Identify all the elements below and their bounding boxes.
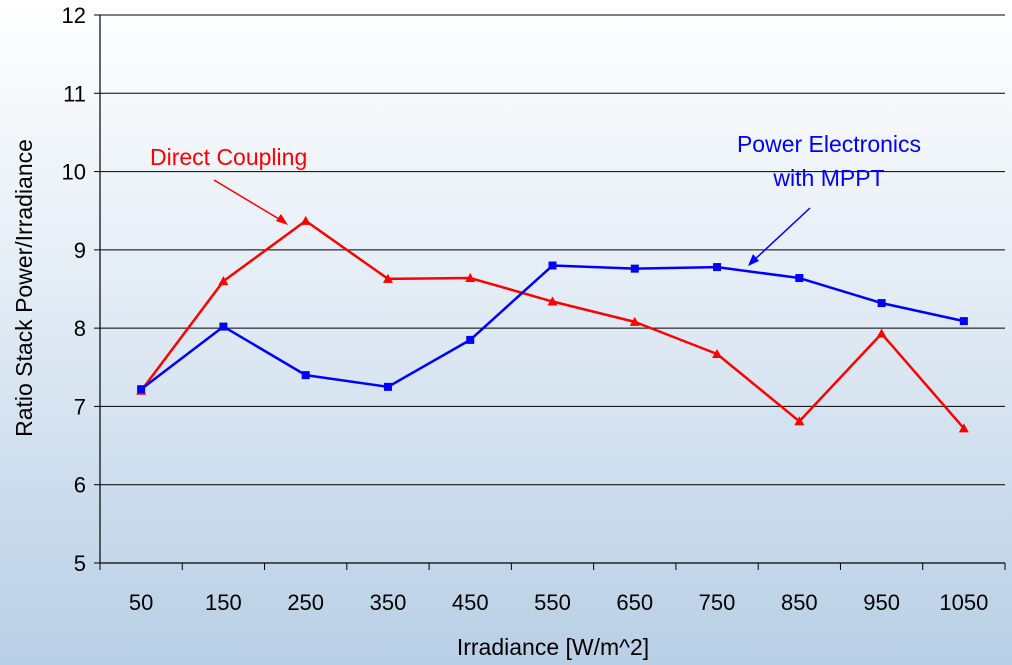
x-tick-label: 450 xyxy=(452,590,489,615)
data-point-power-electronics-with-mppt xyxy=(137,385,146,394)
x-tick-label: 750 xyxy=(699,590,736,615)
data-point-power-electronics-with-mppt xyxy=(959,317,968,326)
y-tick-label: 6 xyxy=(74,473,86,498)
data-point-power-electronics-with-mppt xyxy=(630,264,639,273)
axes xyxy=(94,14,1006,570)
y-tick-label: 11 xyxy=(63,81,86,106)
x-axis-label: Irradiance [W/m^2] xyxy=(457,634,649,660)
data-point-power-electronics-with-mppt xyxy=(301,371,310,380)
y-tick-label: 12 xyxy=(62,3,86,28)
series-power-electronics-with-mppt xyxy=(137,261,968,394)
y-axis-label: Ratio Stack Power/Irradiance xyxy=(11,139,37,437)
annotation-power-electronics-line1: Power Electronics xyxy=(737,131,921,157)
data-point-direct-coupling xyxy=(218,276,229,286)
data-point-power-electronics-with-mppt xyxy=(795,274,804,283)
x-tick-label: 950 xyxy=(863,590,900,615)
y-tick-label: 10 xyxy=(62,160,86,185)
grid-lines xyxy=(100,14,1005,564)
x-tick-label: 850 xyxy=(781,590,818,615)
data-point-power-electronics-with-mppt xyxy=(548,261,557,270)
data-point-direct-coupling xyxy=(794,416,805,426)
y-tick-label: 5 xyxy=(74,551,86,576)
series-line-direct-coupling xyxy=(140,219,965,430)
y-tick-label: 9 xyxy=(74,238,86,263)
data-point-direct-coupling xyxy=(876,328,887,338)
y-tick-label: 7 xyxy=(74,394,86,419)
data-point-direct-coupling xyxy=(712,348,723,358)
x-tick-label: 150 xyxy=(205,590,242,615)
y-tick-label: 8 xyxy=(74,316,86,341)
y-tick-labels: 5 6 7 8 9 10 11 12 xyxy=(62,3,86,576)
x-tick-label: 250 xyxy=(287,590,324,615)
x-tick-labels: 50 150 250 350 450 550 650 750 850 950 1050 xyxy=(129,590,988,615)
data-point-power-electronics-with-mppt xyxy=(466,335,475,344)
annotation-arrow-power-electronics xyxy=(751,207,811,263)
x-tick-label: 650 xyxy=(616,590,653,615)
annotation-power-electronics-line2: with MPPT xyxy=(772,165,884,191)
x-tick-label: 1050 xyxy=(939,590,988,615)
data-point-power-electronics-with-mppt xyxy=(877,299,886,308)
data-point-direct-coupling xyxy=(958,423,969,433)
annotation-direct-coupling: Direct Coupling xyxy=(150,144,307,170)
data-point-direct-coupling xyxy=(629,316,640,326)
x-tick-label: 50 xyxy=(129,590,153,615)
annotation-arrowhead-direct-coupling xyxy=(276,214,288,225)
series-group xyxy=(136,215,969,433)
data-point-direct-coupling xyxy=(382,273,393,283)
data-point-direct-coupling xyxy=(465,273,476,283)
annotation-arrowhead-power-electronics xyxy=(748,254,759,266)
data-point-power-electronics-with-mppt xyxy=(713,263,722,272)
x-tick-label: 350 xyxy=(370,590,407,615)
x-tick-label: 550 xyxy=(534,590,571,615)
annotation-arrow-direct-coupling xyxy=(213,179,285,223)
data-point-power-electronics-with-mppt xyxy=(383,382,392,391)
data-point-direct-coupling xyxy=(300,215,311,225)
series-line-power-electronics-with-mppt xyxy=(140,264,965,391)
data-point-power-electronics-with-mppt xyxy=(219,322,228,331)
data-point-direct-coupling xyxy=(547,296,558,306)
series-direct-coupling xyxy=(136,215,969,433)
